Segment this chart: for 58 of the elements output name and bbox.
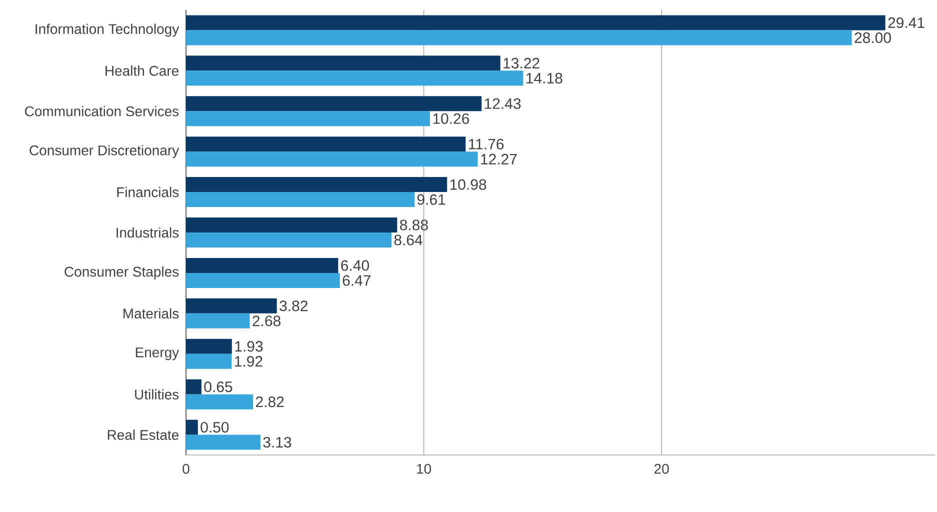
data-label: 1.92 (235, 356, 262, 367)
y-tick-label: Industrials (116, 227, 179, 238)
y-tick-label: Utilities (135, 389, 179, 400)
data-label: 3.82 (280, 300, 308, 312)
y-tick-label: Energy (136, 348, 180, 360)
bar (186, 111, 430, 126)
bar (186, 298, 277, 314)
data-label: 2.82 (256, 396, 284, 408)
data-label: 8.88 (400, 220, 428, 230)
data-label: 6.40 (341, 260, 369, 271)
bar (186, 70, 524, 86)
bar (186, 338, 232, 354)
y-tick-label: Real Estate (108, 430, 178, 440)
x-tick-label: 10 (417, 464, 432, 474)
data-label: 0.50 (200, 422, 229, 433)
bar (186, 394, 254, 410)
bar (186, 56, 500, 71)
bar (186, 136, 466, 152)
bar (186, 420, 198, 435)
bar (186, 434, 260, 450)
data-label: 6.47 (342, 275, 370, 286)
bar (186, 218, 398, 233)
y-tick-label: Health Care (106, 66, 178, 76)
bar (186, 272, 340, 288)
bar (186, 354, 232, 369)
data-label: 29.41 (888, 17, 924, 28)
bar (186, 192, 415, 208)
bar (186, 313, 250, 328)
data-label: 0.65 (204, 382, 232, 392)
y-tick-label: Materials (123, 308, 179, 319)
data-label: 2.68 (252, 316, 280, 326)
data-label: 12.43 (484, 98, 521, 109)
data-label: 10.26 (433, 113, 470, 124)
bar (186, 96, 482, 112)
data-label: 10.98 (450, 179, 486, 190)
data-label: 13.22 (504, 58, 540, 68)
y-tick-label: Information Technology (36, 24, 180, 37)
data-label: 12.27 (481, 154, 517, 164)
y-tick-label: Financials (117, 186, 179, 198)
y-tick-label: Consumer Staples (64, 266, 179, 280)
bar (186, 258, 338, 273)
data-label: 1.93 (235, 341, 263, 352)
data-label: 11.76 (468, 138, 504, 150)
data-label: 9.61 (417, 194, 446, 205)
data-label: 28.00 (854, 32, 891, 44)
data-label: 8.64 (394, 234, 422, 246)
bar (186, 15, 886, 30)
data-label: 3.13 (263, 436, 292, 448)
bar (186, 177, 448, 192)
data-label: 14.18 (526, 72, 562, 84)
y-tick-label: Consumer Discretionary (30, 145, 180, 158)
bar (186, 232, 392, 248)
bar (186, 30, 852, 46)
bar (186, 379, 202, 394)
bar (186, 152, 478, 167)
x-tick-label: 20 (654, 464, 669, 474)
y-tick-label: Communication Services (25, 106, 179, 116)
x-tick-label: 0 (182, 464, 190, 474)
